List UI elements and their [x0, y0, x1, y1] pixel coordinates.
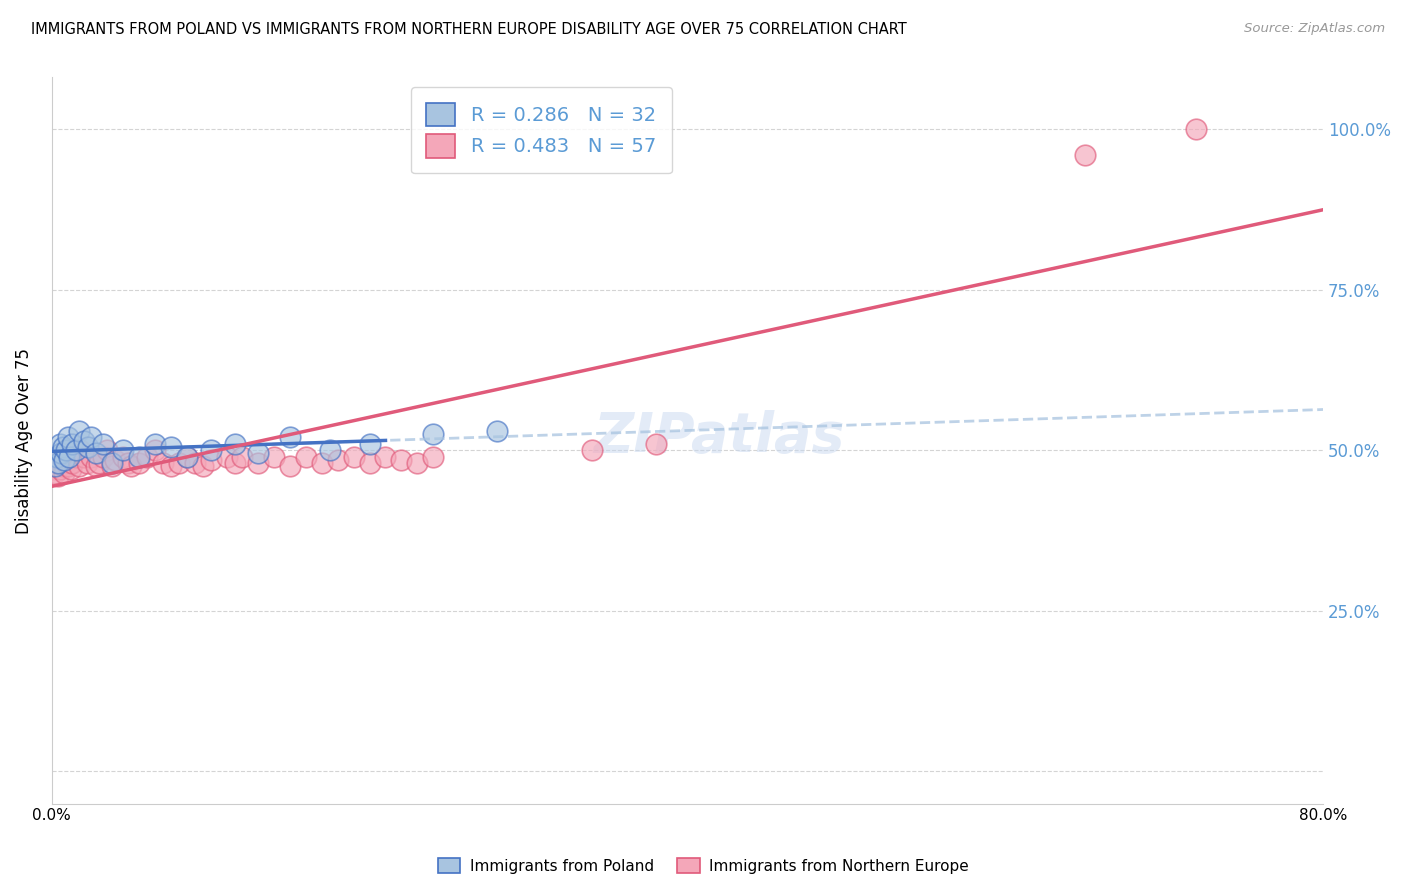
Point [247, 446, 270, 460]
Legend: Immigrants from Poland, Immigrants from Northern Europe: Immigrants from Poland, Immigrants from … [432, 852, 974, 880]
Point [343, 450, 366, 464]
Point [44, 466, 66, 480]
Point [65, 443, 87, 458]
Point [326, 452, 349, 467]
Point [44, 459, 66, 474]
Point [76, 456, 98, 470]
Point [160, 440, 183, 454]
Point [485, 424, 508, 438]
Point [200, 452, 222, 467]
Point [422, 427, 444, 442]
Point [224, 436, 246, 450]
Point [263, 450, 285, 464]
Legend: R = 0.286   N = 32, R = 0.483   N = 57: R = 0.286 N = 32, R = 0.483 N = 57 [411, 87, 672, 174]
Point [136, 450, 159, 464]
Point [143, 436, 166, 450]
Point [319, 443, 342, 458]
Point [84, 459, 107, 474]
Point [101, 459, 124, 474]
Point [58, 450, 80, 464]
Point [200, 443, 222, 458]
Point [374, 450, 396, 464]
Point [152, 456, 174, 470]
Text: Source: ZipAtlas.com: Source: ZipAtlas.com [1244, 22, 1385, 36]
Point [48, 462, 70, 476]
Point [191, 459, 214, 474]
Point [128, 450, 150, 464]
Point [224, 456, 246, 470]
Point [406, 456, 429, 470]
Point [96, 443, 118, 458]
Point [59, 462, 82, 476]
Point [89, 456, 111, 470]
Point [184, 456, 207, 470]
Point [52, 440, 75, 454]
Point [56, 459, 79, 474]
Point [72, 434, 94, 448]
Point [56, 430, 79, 444]
Point [62, 456, 84, 470]
Point [91, 450, 114, 464]
Point [46, 456, 69, 470]
Point [295, 450, 318, 464]
Point [69, 443, 91, 458]
Text: IMMIGRANTS FROM POLAND VS IMMIGRANTS FROM NORTHERN EUROPE DISABILITY AGE OVER 75: IMMIGRANTS FROM POLAND VS IMMIGRANTS FRO… [31, 22, 907, 37]
Point [389, 452, 412, 467]
Point [112, 443, 135, 458]
Point [51, 456, 73, 470]
Point [72, 450, 94, 464]
Point [101, 456, 124, 470]
Point [65, 450, 87, 464]
Point [167, 456, 190, 470]
Point [143, 443, 166, 458]
Point [581, 443, 603, 458]
Text: ZIPatlas: ZIPatlas [593, 410, 845, 465]
Point [231, 450, 253, 464]
Point [77, 440, 100, 454]
Point [52, 459, 75, 474]
Point [359, 436, 381, 450]
Y-axis label: Disability Age Over 75: Disability Age Over 75 [15, 348, 32, 533]
Point [278, 430, 301, 444]
Point [176, 450, 198, 464]
Point [84, 446, 107, 460]
Point [53, 452, 76, 467]
Point [45, 456, 67, 470]
Point [120, 459, 142, 474]
Point [215, 450, 238, 464]
Point [176, 450, 198, 464]
Point [53, 466, 76, 480]
Point [67, 424, 90, 438]
Point [67, 459, 90, 474]
Point [48, 436, 70, 450]
Point [91, 436, 114, 450]
Point [1185, 121, 1208, 136]
Point [422, 450, 444, 464]
Point [62, 436, 84, 450]
Point [247, 456, 270, 470]
Point [55, 456, 77, 470]
Point [160, 459, 183, 474]
Point [644, 436, 666, 450]
Point [45, 450, 67, 464]
Point [128, 456, 150, 470]
Point [117, 456, 139, 470]
Point [46, 468, 69, 483]
Point [80, 430, 103, 444]
Point [58, 452, 80, 467]
Point [51, 446, 73, 460]
Point [278, 459, 301, 474]
Point [1074, 147, 1097, 161]
Point [80, 450, 103, 464]
Point [359, 456, 381, 470]
Point [311, 456, 333, 470]
Point [104, 452, 127, 467]
Point [55, 443, 77, 458]
Point [42, 462, 65, 476]
Point [112, 450, 135, 464]
